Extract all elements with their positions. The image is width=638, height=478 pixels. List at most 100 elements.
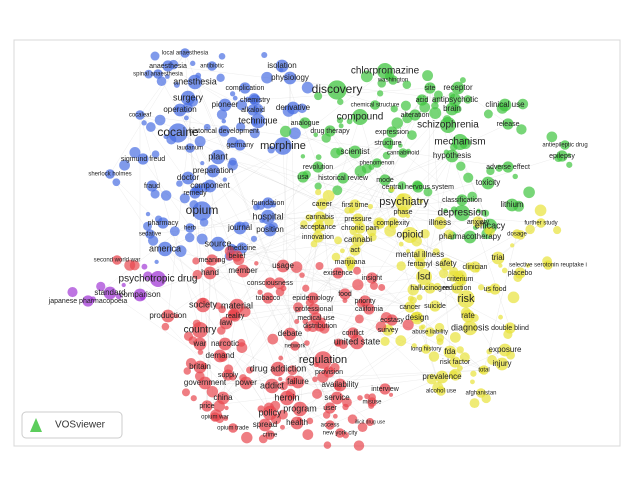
- term-label: illicit drug use: [355, 419, 386, 425]
- node-bubble: [314, 182, 322, 190]
- node-bubble: [351, 233, 365, 247]
- node-bubble: [478, 284, 485, 291]
- node-bubble: [339, 288, 351, 300]
- term-label: new york city: [323, 431, 358, 437]
- node-bubble: [536, 218, 546, 228]
- node-bubble: [236, 242, 248, 254]
- term-label: washington: [377, 78, 408, 84]
- node-bubble: [166, 134, 177, 145]
- term-label: government: [184, 378, 227, 387]
- node-bubble: [193, 360, 207, 374]
- node-bubble: [288, 127, 301, 140]
- node-bubble: [506, 350, 515, 360]
- term-label: rate: [461, 311, 475, 320]
- node-bubble: [546, 131, 558, 143]
- node-bubble: [144, 69, 154, 79]
- link: [234, 176, 304, 317]
- term-label: toxicity: [476, 178, 500, 187]
- node-bubble: [420, 229, 430, 239]
- link: [296, 298, 467, 424]
- node-bubble: [210, 409, 222, 422]
- node-bubble: [324, 217, 334, 227]
- node-bubble: [206, 260, 211, 265]
- term-label: local anaesthesia: [162, 51, 209, 57]
- node-bubble: [315, 220, 324, 229]
- node-bubble: [143, 221, 152, 231]
- node-bubble: [338, 339, 348, 349]
- node-bubble: [387, 144, 393, 150]
- node-bubble: [332, 413, 338, 419]
- node-bubble: [445, 149, 459, 163]
- term-label: crime: [263, 433, 278, 439]
- link: [296, 212, 463, 424]
- term-label: drug therapy: [310, 128, 350, 135]
- node-bubble: [368, 402, 375, 409]
- node-bubble: [495, 357, 509, 371]
- term-label: acid: [416, 97, 429, 104]
- node-bubble: [312, 376, 318, 383]
- term-label: technique: [238, 115, 277, 125]
- node-bubble: [183, 115, 189, 121]
- term-label: united state: [334, 336, 381, 346]
- node-bubble: [426, 373, 438, 385]
- link: [425, 87, 431, 350]
- node-bubble: [465, 262, 474, 271]
- node-bubble: [300, 220, 308, 228]
- node-bubble: [267, 146, 275, 154]
- node-bubble: [181, 171, 195, 185]
- link: [342, 177, 405, 203]
- node-bubble: [227, 136, 239, 149]
- link: [184, 52, 331, 409]
- term-label: compound: [337, 112, 384, 123]
- term-label: foundation: [252, 200, 285, 207]
- node-bubble: [375, 321, 387, 332]
- node-bubble: [434, 322, 445, 333]
- node-bubble: [239, 306, 251, 318]
- node-bubble: [67, 287, 78, 298]
- node-bubble: [390, 105, 398, 113]
- node-bubble: [216, 258, 221, 263]
- node-bubble: [141, 263, 148, 270]
- node-bubble: [139, 294, 146, 301]
- term-label: act: [350, 247, 359, 254]
- term-label: risk factor: [440, 359, 471, 366]
- term-label: anxiety: [467, 219, 490, 226]
- node-bubble: [236, 122, 246, 132]
- node-bubble: [312, 231, 324, 243]
- node-bubble: [218, 53, 226, 60]
- node-bubble: [182, 102, 193, 113]
- term-label: demand: [206, 351, 235, 360]
- node-bubble: [207, 61, 217, 71]
- node-bubble: [376, 90, 384, 97]
- node-bubble: [319, 323, 330, 334]
- node-bubble: [342, 298, 348, 304]
- node-bubble: [397, 181, 407, 190]
- node-bubble: [534, 204, 547, 217]
- term-label: classification: [442, 197, 482, 204]
- link: [267, 276, 425, 299]
- node-bubble: [199, 218, 209, 227]
- term-label: cocaine: [157, 125, 199, 139]
- node-bubble: [291, 375, 305, 389]
- node-bubble: [448, 92, 456, 99]
- node-bubble: [267, 333, 279, 345]
- node-bubble: [251, 118, 259, 126]
- node-bubble: [353, 440, 365, 451]
- node-bubble: [335, 428, 345, 438]
- node-bubble: [270, 202, 277, 208]
- link: [206, 170, 214, 407]
- node-bubble: [304, 340, 310, 346]
- node-bubble: [250, 235, 258, 242]
- term-label: historical review: [318, 175, 369, 182]
- node-bubble: [388, 75, 398, 85]
- term-label: position: [256, 225, 284, 234]
- link: [269, 229, 356, 251]
- term-label: component: [190, 181, 230, 190]
- node-bubble: [324, 402, 336, 414]
- node-bubble: [151, 150, 160, 159]
- node-bubble: [302, 284, 310, 292]
- term-label: fraud: [144, 183, 160, 190]
- node-bubble: [467, 191, 477, 202]
- term-label: fda: [444, 347, 456, 356]
- node-bubble: [312, 388, 323, 399]
